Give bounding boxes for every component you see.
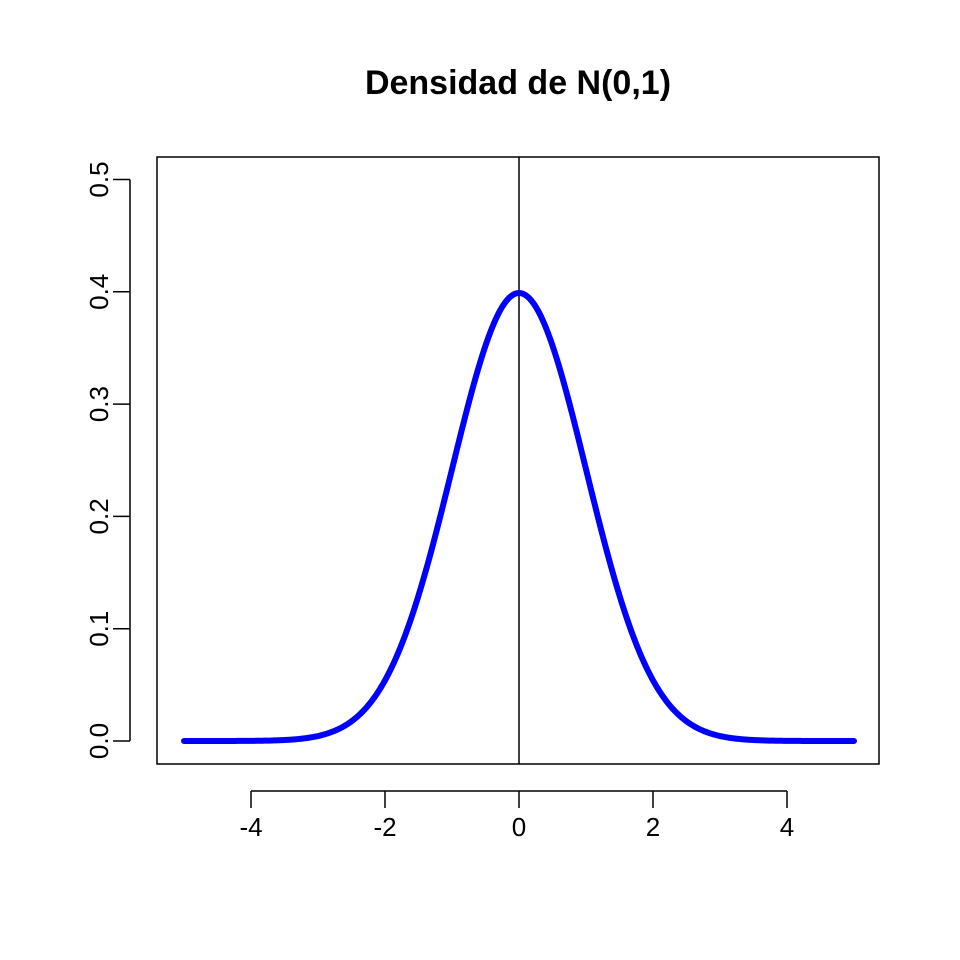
- y-tick-label: 0.0: [84, 723, 114, 759]
- plot-area: [181, 157, 857, 764]
- x-tick-label: 4: [780, 812, 794, 842]
- y-tick-label: 0.3: [84, 386, 114, 422]
- x-tick-label: 2: [646, 812, 660, 842]
- x-tick-label: -2: [373, 812, 396, 842]
- y-tick-label: 0.1: [84, 611, 114, 647]
- y-tick-label: 0.5: [84, 161, 114, 197]
- x-tick-label: -4: [239, 812, 262, 842]
- density-curve: [181, 289, 857, 744]
- y-tick-label: 0.2: [84, 498, 114, 534]
- y-tick-label: 0.4: [84, 274, 114, 310]
- x-tick-label: 0: [512, 812, 526, 842]
- x-axis: -4 -2 0 2 4: [239, 790, 794, 842]
- chart-title: Densidad de N(0,1): [365, 64, 671, 102]
- y-axis: 0.0 0.1 0.2 0.3 0.4 0.5: [84, 161, 131, 759]
- plot-frame: [156, 156, 880, 765]
